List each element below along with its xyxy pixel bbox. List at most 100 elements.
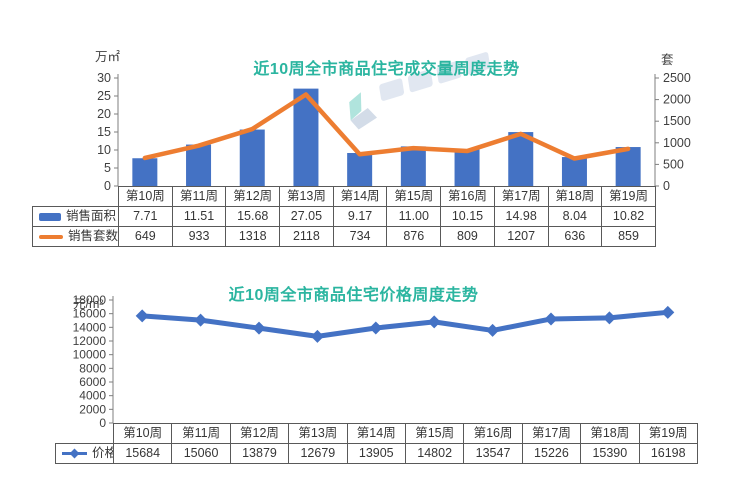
bottom-tick-label: 18000 [73, 293, 107, 307]
value-cell: 10.15 [440, 206, 495, 227]
bottom-tick-label: 2000 [79, 402, 106, 416]
top-left-axis-unit: 万㎡ [94, 50, 120, 64]
value-cell: 809 [440, 226, 495, 247]
bar-sales-area [454, 149, 480, 186]
week-header-cell: 第17周 [493, 186, 549, 207]
value-cell: 15684 [112, 443, 173, 464]
marker-diamond [427, 315, 441, 329]
value-cell: 15226 [521, 443, 582, 464]
watermark-logo [349, 52, 491, 130]
value-cell: 7.71 [118, 206, 173, 227]
top-right-tick-label: 2000 [663, 93, 691, 107]
bottom-tick-label: 16000 [73, 307, 107, 321]
value-cell: 15060 [171, 443, 231, 464]
value-cell: 13879 [229, 443, 290, 464]
value-cell: 876 [386, 226, 442, 247]
top-left-tick-label: 5 [104, 161, 111, 175]
week-header-cell: 第15周 [404, 423, 465, 444]
value-cell: 13905 [346, 443, 406, 464]
week-header-cell: 第11周 [171, 186, 227, 207]
bar-sales-area [561, 157, 587, 186]
value-cell: 11.51 [171, 206, 227, 227]
top-left-tick-label: 15 [97, 125, 111, 139]
top-right-tick-label: 2500 [663, 71, 691, 85]
bar-sales-area [186, 144, 212, 186]
top-left-tick-label: 10 [97, 143, 111, 157]
bottom-tick-label: 12000 [73, 334, 107, 348]
value-cell: 734 [332, 226, 388, 247]
week-header-cell: 第17周 [521, 423, 582, 444]
week-header-cell: 第14周 [346, 423, 406, 444]
value-cell: 14802 [404, 443, 465, 464]
bar-sales-area [615, 147, 641, 186]
marker-diamond [194, 313, 208, 327]
week-header-cell: 第10周 [112, 423, 173, 444]
top-chart-data-table: 第10周 第11周 第12周 第13周 第14周 第15周 第16周 第17周 第18周 第19周… [32, 186, 656, 247]
value-cell: 649 [118, 226, 173, 247]
top-left-tick-label: 0 [104, 179, 111, 193]
value-cell: 9.17 [332, 206, 388, 227]
top-right-axis-unit: 套 [661, 53, 674, 67]
legend-spacer [33, 187, 119, 207]
marker-diamond [252, 321, 266, 335]
legend-label: 价格 [92, 446, 113, 460]
bar-swatch-icon [39, 212, 61, 221]
week-header-cell: 第16周 [440, 186, 495, 207]
bar-sales-area [132, 158, 158, 186]
marker-diamond [544, 312, 558, 326]
value-cell: 1207 [493, 226, 549, 247]
value-cell: 27.05 [279, 206, 334, 227]
legend-价格: 价格 [55, 443, 114, 464]
line-sales-units [142, 92, 631, 161]
bar-sales-area [347, 152, 373, 186]
marker-diamond [135, 309, 149, 323]
value-cell: 10.82 [601, 206, 656, 227]
week-header-cell: 第10周 [118, 186, 173, 207]
value-cell: 11.00 [386, 206, 442, 227]
week-header-cell: 第16周 [463, 423, 523, 444]
marker-diamond [661, 305, 675, 319]
legend-label: 销售面积 [66, 209, 117, 223]
week-header-cell: 第18周 [547, 186, 603, 207]
top-right-tick-label: 1500 [663, 114, 691, 128]
week-header-cell: 第14周 [332, 186, 388, 207]
bar-sales-area [400, 146, 426, 186]
value-cell: 636 [547, 226, 603, 247]
bottom-tick-label: 0 [99, 416, 106, 430]
bottom-tick-label: 8000 [79, 361, 106, 375]
legend-label: 销售套数 [67, 229, 118, 243]
value-cell: 13547 [463, 443, 523, 464]
bar-sales-area [239, 129, 265, 186]
line-swatch-icon [39, 234, 63, 239]
value-cell: 16198 [638, 443, 698, 464]
legend-销售面积: 销售面积 [32, 206, 119, 227]
value-cell: 859 [601, 226, 656, 247]
bottom-left-axis-unit: 元/m² [73, 297, 104, 311]
bottom-chart-data-table: 第10周 第11周 第12周 第13周 第14周 第15周 第16周 第17周 第18周 第19周… [55, 423, 698, 464]
bottom-tick-label: 4000 [79, 389, 106, 403]
bottom-chart-title: 近10周全市商品住宅价格周度走势 [228, 287, 479, 304]
week-header-cell: 第15周 [386, 186, 442, 207]
week-header-cell: 第19周 [601, 186, 656, 207]
value-cell: 8.04 [547, 206, 603, 227]
bottom-tick-label: 6000 [79, 375, 106, 389]
line-marker-swatch-icon [62, 448, 87, 459]
week-header-cell: 第19周 [638, 423, 698, 444]
bar-sales-area [508, 132, 534, 186]
value-cell: 1318 [225, 226, 281, 247]
marker-diamond [369, 321, 383, 335]
week-header-cell: 第12周 [229, 423, 290, 444]
legend-销售套数: 销售套数 [32, 226, 119, 247]
top-left-tick-label: 20 [97, 107, 111, 121]
marker-diamond [602, 311, 616, 325]
week-header-cell: 第13周 [279, 186, 334, 207]
value-cell: 14.98 [493, 206, 549, 227]
value-cell: 15.68 [225, 206, 281, 227]
top-chart-title: 近10周全市商品住宅成交量周度走势 [253, 61, 520, 78]
value-cell: 2118 [279, 226, 334, 247]
week-header-cell: 第11周 [171, 423, 231, 444]
legend-spacer [56, 424, 114, 444]
week-header-cell: 第18周 [580, 423, 640, 444]
